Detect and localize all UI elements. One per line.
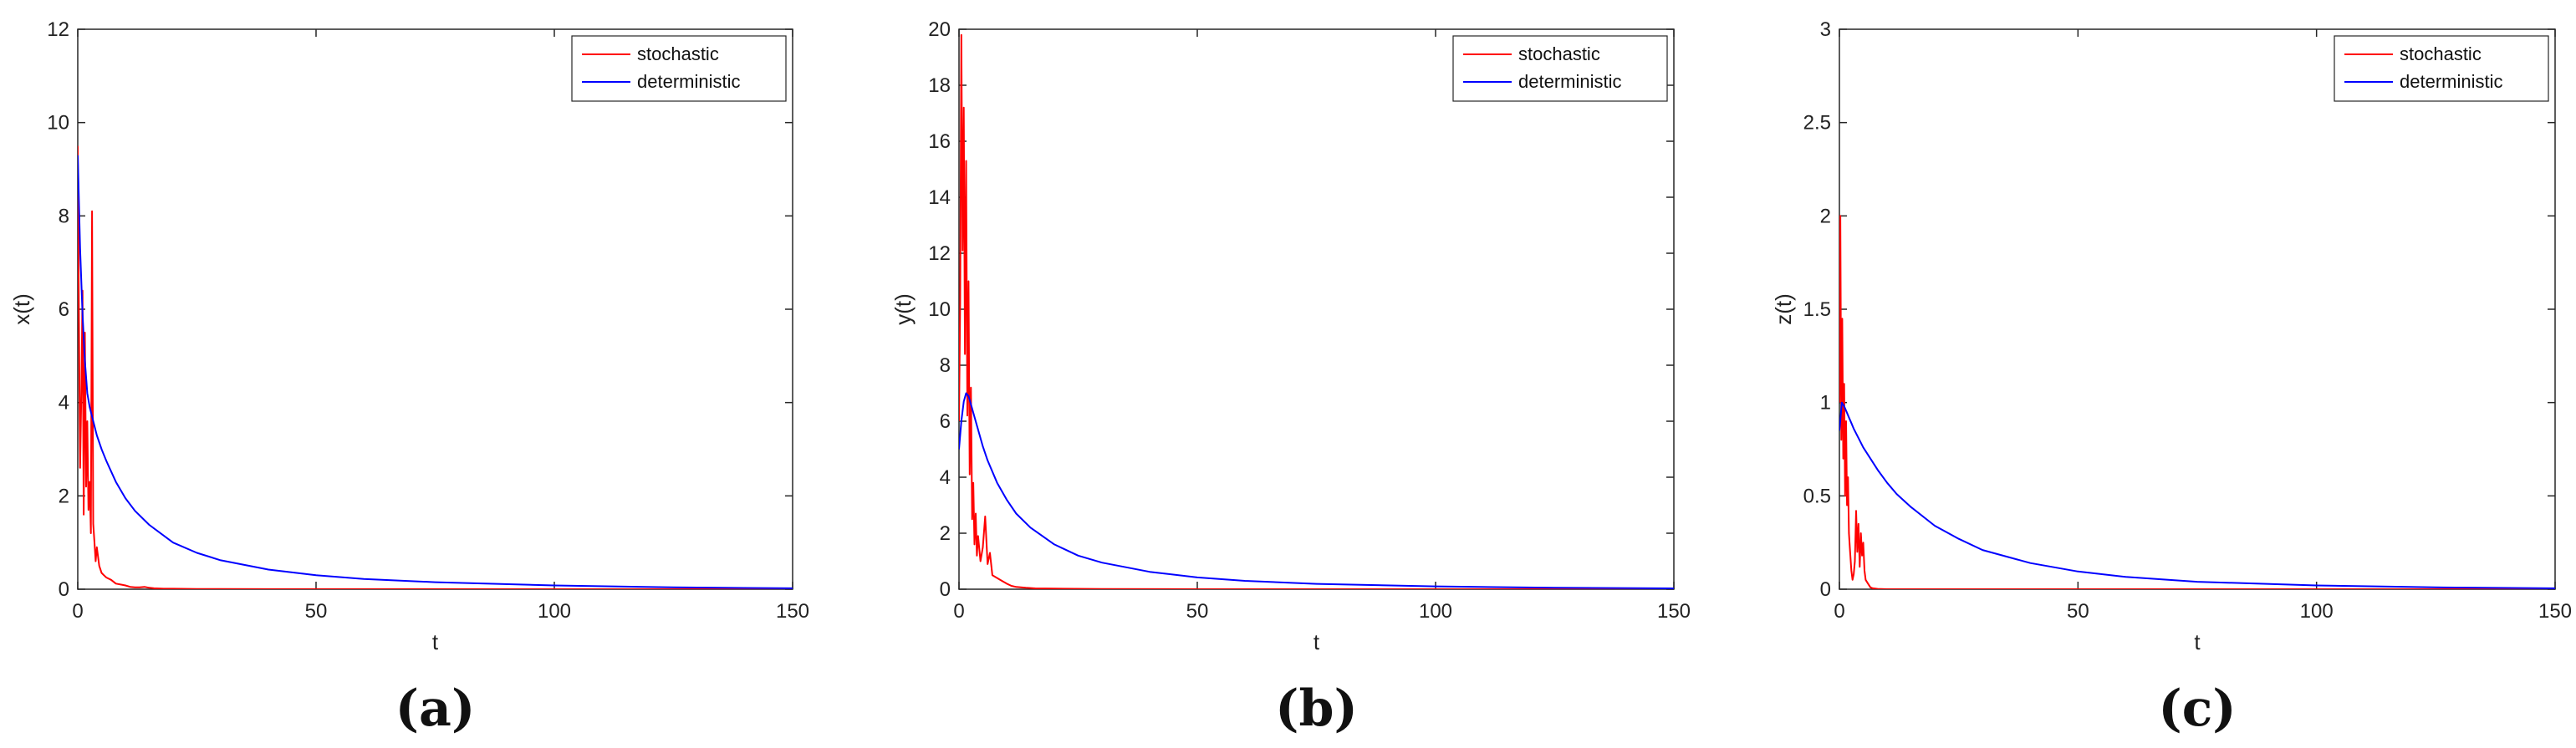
y-tick-label: 18 bbox=[928, 74, 951, 97]
x-tick-label: 0 bbox=[953, 600, 964, 623]
legend-box bbox=[1452, 35, 1668, 102]
y-tick-label: 20 bbox=[928, 18, 951, 41]
legend: stochastic deterministic bbox=[2334, 35, 2549, 102]
plot-area bbox=[77, 28, 793, 590]
series-line-stochastic bbox=[959, 33, 1674, 589]
y-tick-label: 0 bbox=[940, 578, 951, 601]
y-tick-label: 12 bbox=[47, 18, 69, 41]
x-tick-label: 100 bbox=[2300, 600, 2334, 623]
legend-box bbox=[571, 35, 787, 102]
legend: stochastic deterministic bbox=[1452, 35, 1668, 102]
y-tick-label: 8 bbox=[59, 205, 69, 227]
y-tick-label: 6 bbox=[940, 410, 951, 433]
y-axis-label: z(t) bbox=[1771, 293, 1796, 325]
series-line-deterministic bbox=[1839, 401, 2555, 589]
x-axis-label: t bbox=[2194, 629, 2201, 654]
y-tick-label: 2.5 bbox=[1803, 112, 1831, 135]
y-axis-label: x(t) bbox=[9, 293, 34, 325]
y-tick-label: 2 bbox=[59, 485, 69, 507]
y-tick-label: 10 bbox=[47, 112, 69, 135]
y-tick-label: 14 bbox=[928, 186, 951, 209]
y-axis-label: y(t) bbox=[890, 293, 916, 325]
legend: stochastic deterministic bbox=[571, 35, 787, 102]
legend-label-stochastic: stochastic bbox=[2400, 43, 2482, 64]
y-tick-label: 12 bbox=[928, 242, 951, 265]
y-tick-label: 3 bbox=[1820, 18, 1831, 41]
chart-panel-3: 0 50 100 150 0 0.5 1 1.5 2 2.5 3 t z(t) stochastic det… bbox=[1771, 18, 2572, 738]
x-tick-label: 150 bbox=[2538, 600, 2572, 623]
series-line-stochastic bbox=[1839, 215, 2555, 589]
legend-label-stochastic: stochastic bbox=[637, 43, 719, 64]
y-tick-label: 10 bbox=[928, 298, 951, 321]
x-axis-label: t bbox=[432, 629, 439, 654]
x-tick-label: 50 bbox=[2067, 600, 2089, 623]
plot-area bbox=[1839, 28, 2556, 590]
x-tick-label: 50 bbox=[305, 600, 328, 623]
series-line-deterministic bbox=[959, 392, 1674, 589]
y-tick-label: 4 bbox=[59, 392, 69, 415]
plot-area bbox=[958, 28, 1675, 590]
y-tick-label: 1 bbox=[1820, 392, 1831, 415]
y-tick-label: 6 bbox=[59, 298, 69, 321]
legend-label-deterministic: deterministic bbox=[2400, 71, 2502, 92]
y-tick-label: 1.5 bbox=[1803, 298, 1831, 321]
legend-box bbox=[2334, 35, 2549, 102]
y-tick-label: 0 bbox=[59, 578, 69, 601]
legend-label-deterministic: deterministic bbox=[637, 71, 740, 92]
x-tick-label: 150 bbox=[776, 600, 809, 623]
y-tick-label: 8 bbox=[940, 354, 951, 377]
y-tick-label: 0.5 bbox=[1803, 485, 1831, 507]
panel-label: (c) bbox=[2158, 679, 2236, 738]
series-line-deterministic bbox=[78, 155, 793, 589]
y-tick-label: 4 bbox=[940, 466, 951, 489]
x-tick-label: 100 bbox=[1419, 600, 1452, 623]
legend-label-deterministic: deterministic bbox=[1518, 71, 1621, 92]
x-tick-label: 50 bbox=[1186, 600, 1209, 623]
y-tick-label: 0 bbox=[1820, 578, 1831, 601]
y-tick-label: 16 bbox=[928, 130, 951, 153]
y-tick-label: 2 bbox=[940, 522, 951, 545]
chart-panel-2: 0 50 100 150 0 2 4 6 8 10 12 14 16 18 20 t y(t) stochasti… bbox=[890, 18, 1691, 738]
x-tick-label: 0 bbox=[72, 600, 83, 623]
y-tick-label: 2 bbox=[1820, 205, 1831, 227]
x-tick-label: 0 bbox=[1834, 600, 1844, 623]
panel-label: (b) bbox=[1275, 679, 1358, 738]
x-tick-label: 150 bbox=[1657, 600, 1691, 623]
x-axis-label: t bbox=[1314, 629, 1320, 654]
x-tick-label: 100 bbox=[538, 600, 571, 623]
legend-label-stochastic: stochastic bbox=[1518, 43, 1600, 64]
panel-label: (a) bbox=[395, 679, 476, 738]
series-line-stochastic bbox=[78, 145, 793, 589]
chart-panel-1: 0 50 100 150 0 2 4 6 8 10 12 t x(t) stochastic determi… bbox=[9, 18, 809, 738]
